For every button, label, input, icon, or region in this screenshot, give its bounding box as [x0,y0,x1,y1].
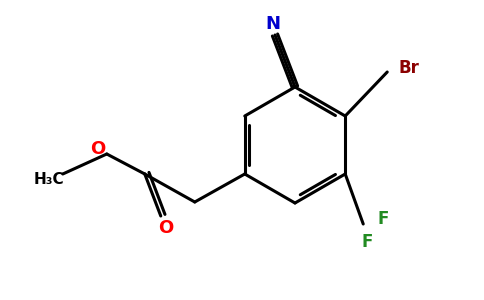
Text: Br: Br [399,59,420,77]
Text: O: O [158,219,173,237]
Text: O: O [90,140,106,158]
Text: F: F [378,210,389,228]
Text: F: F [362,233,373,251]
Text: H₃C: H₃C [33,172,64,188]
Text: N: N [266,15,281,33]
